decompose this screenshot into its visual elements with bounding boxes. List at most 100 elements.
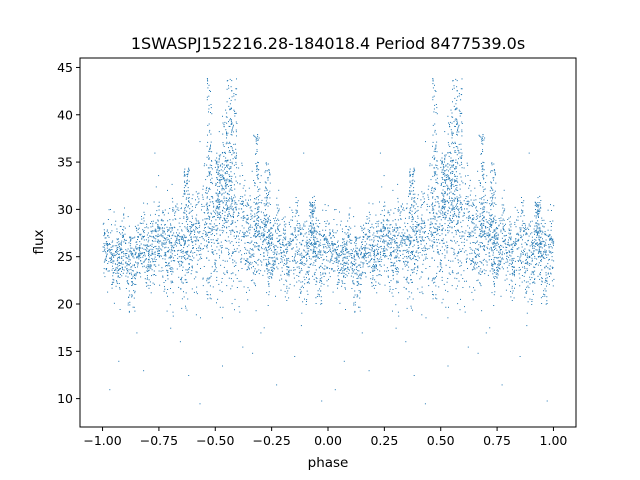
data-point: [132, 256, 134, 258]
data-point: [363, 262, 365, 264]
data-point: [221, 278, 223, 279]
data-point: [339, 270, 341, 271]
data-point: [161, 249, 163, 251]
data-point: [382, 227, 384, 229]
data-point: [514, 260, 516, 262]
data-point: [539, 255, 541, 257]
data-point: [119, 262, 121, 264]
data-point: [380, 213, 382, 215]
data-point: [512, 250, 514, 252]
data-point: [228, 251, 229, 253]
data-point: [118, 241, 120, 243]
data-point: [316, 230, 318, 232]
data-point: [163, 214, 165, 216]
data-point: [234, 231, 235, 233]
data-point: [350, 275, 352, 277]
data-point: [119, 247, 121, 249]
data-point: [315, 284, 317, 285]
data-point: [474, 256, 476, 258]
data-point: [525, 288, 526, 290]
data-point: [532, 290, 534, 292]
data-point: [302, 229, 304, 230]
data-point: [448, 230, 450, 232]
data-point: [162, 232, 164, 234]
data-point: [261, 234, 263, 236]
data-point: [283, 254, 285, 256]
data-point: [300, 281, 302, 283]
data-point: [545, 239, 547, 241]
data-point: [461, 241, 463, 243]
data-point: [245, 190, 247, 192]
data-point: [381, 248, 383, 250]
data-point: [364, 245, 366, 247]
data-point: [248, 227, 249, 229]
data-point: [315, 233, 317, 235]
data-point: [102, 223, 104, 225]
data-point: [229, 119, 231, 121]
data-point: [301, 312, 303, 314]
data-point: [285, 255, 286, 257]
data-point: [117, 262, 119, 264]
data-point: [164, 288, 166, 290]
data-point: [194, 230, 196, 232]
data-point: [152, 253, 154, 255]
data-point: [493, 237, 495, 239]
data-point: [483, 269, 485, 271]
data-point: [461, 231, 463, 233]
data-point: [233, 217, 234, 218]
data-point: [184, 252, 186, 254]
data-point: [136, 262, 138, 264]
data-point: [530, 273, 532, 275]
data-point: [493, 230, 495, 232]
data-point: [362, 236, 364, 238]
data-point: [270, 249, 272, 251]
data-point: [270, 267, 272, 269]
data-point: [489, 233, 491, 235]
data-point: [347, 237, 349, 238]
data-point: [258, 232, 260, 234]
data-point: [489, 203, 491, 205]
data-point: [352, 280, 354, 282]
data-point: [467, 211, 469, 213]
data-point: [442, 201, 444, 203]
data-point: [217, 216, 219, 218]
data-point: [476, 254, 478, 256]
data-point: [345, 309, 346, 310]
data-point: [393, 229, 395, 231]
data-point: [415, 233, 417, 235]
data-point: [482, 235, 484, 237]
data-point: [373, 284, 375, 286]
data-point: [498, 225, 500, 227]
data-point: [421, 237, 423, 239]
data-point: [132, 253, 134, 255]
data-point: [416, 210, 418, 212]
data-point: [215, 229, 217, 231]
data-point: [338, 281, 340, 283]
data-point: [335, 232, 337, 234]
data-point: [305, 254, 307, 256]
data-point: [523, 249, 524, 251]
data-point: [543, 241, 545, 243]
data-point: [441, 302, 443, 304]
data-point: [434, 167, 436, 169]
data-point: [179, 236, 181, 238]
data-point: [312, 197, 314, 199]
data-point: [432, 244, 434, 246]
data-point: [137, 257, 139, 259]
data-point: [418, 247, 420, 248]
data-point: [438, 210, 440, 212]
data-point: [127, 276, 129, 278]
data-point: [489, 226, 491, 228]
data-point: [160, 255, 162, 257]
data-point: [107, 232, 109, 234]
data-point: [400, 240, 402, 242]
data-point: [462, 248, 464, 250]
data-point: [130, 266, 132, 268]
data-point: [122, 263, 124, 265]
data-point: [199, 231, 201, 233]
data-point: [138, 248, 140, 250]
data-point: [260, 270, 262, 272]
data-point: [171, 270, 173, 272]
data-point: [346, 275, 348, 277]
data-point: [394, 208, 396, 209]
